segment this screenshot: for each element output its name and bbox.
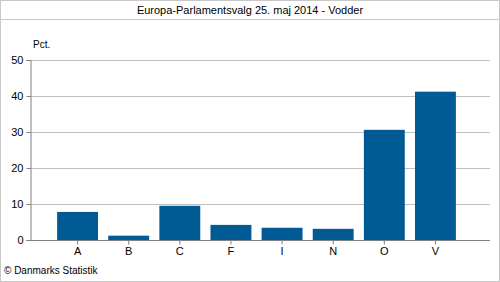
bar: [210, 225, 251, 240]
y-tick: 10: [11, 198, 30, 210]
title: Europa-Parlamentsvalg 25. maj 2014 - Vod…: [137, 4, 364, 16]
y-tick-mark: [27, 60, 31, 61]
y-tick-label: 0: [17, 234, 23, 246]
y-tick-label: 20: [11, 162, 23, 174]
y-tick-label: 10: [11, 198, 23, 210]
x-tick-label: V: [432, 245, 440, 257]
y-tick-mark: [27, 168, 31, 169]
source: © Danmarks Statistik: [4, 265, 99, 276]
bar: [364, 130, 405, 240]
y-axis-title: Pct.: [33, 39, 50, 50]
x-tick-mark: [77, 241, 78, 245]
y-tick-label: 40: [11, 90, 23, 102]
y-tick: 30: [11, 126, 30, 138]
bar: [415, 92, 456, 240]
frame: [1, 1, 500, 282]
x-tick-label: A: [74, 245, 82, 257]
x-tick-label: I: [281, 245, 284, 257]
x-tick: N: [329, 241, 337, 258]
x-tick-label: F: [228, 245, 235, 257]
grid: [30, 61, 490, 241]
x-tick-label: B: [125, 245, 132, 257]
bars: [57, 92, 456, 240]
grid-line: [30, 60, 490, 61]
y-axis: 0 10 20 30 40 50: [11, 54, 31, 246]
grid-line: [30, 240, 490, 241]
y-tick-mark: [27, 204, 31, 205]
bar: [262, 228, 303, 240]
x-tick: V: [432, 241, 440, 258]
chart: Europa-Parlamentsvalg 25. maj 2014 - Vod…: [0, 0, 500, 282]
x-tick-mark: [282, 241, 283, 245]
x-tick-label: N: [329, 245, 337, 257]
y-tick: 0: [17, 234, 30, 246]
x-tick-mark: [333, 241, 334, 245]
y-tick: 40: [11, 90, 30, 102]
title-rule: [0, 19, 500, 20]
y-tick-label: 30: [11, 126, 23, 138]
y-tick-mark: [27, 96, 31, 97]
x-tick-mark: [128, 241, 129, 245]
bar: [313, 229, 354, 240]
x-tick-label: C: [176, 245, 184, 257]
x-tick: B: [125, 241, 132, 258]
y-tick-mark: [27, 132, 31, 133]
x-tick-mark: [179, 241, 180, 245]
y-tick-label: 50: [11, 54, 23, 66]
x-tick-mark: [435, 241, 436, 245]
y-tick: 20: [11, 162, 30, 174]
y-tick-mark: [27, 240, 31, 241]
x-tick-mark: [230, 241, 231, 245]
x-tick: I: [281, 241, 284, 258]
x-axis: ABCFINOV: [30, 241, 490, 258]
x-axis-line: [30, 240, 490, 241]
x-tick-label: O: [380, 245, 389, 257]
y-tick: 50: [11, 54, 30, 66]
bar: [57, 212, 98, 240]
x-tick: F: [228, 241, 235, 258]
y-axis-line: [27, 61, 32, 241]
x-tick-mark: [384, 241, 385, 245]
x-tick: C: [176, 241, 184, 258]
bar: [159, 206, 200, 240]
x-tick: O: [380, 241, 389, 258]
bar: [108, 236, 149, 240]
x-tick: A: [74, 241, 82, 258]
